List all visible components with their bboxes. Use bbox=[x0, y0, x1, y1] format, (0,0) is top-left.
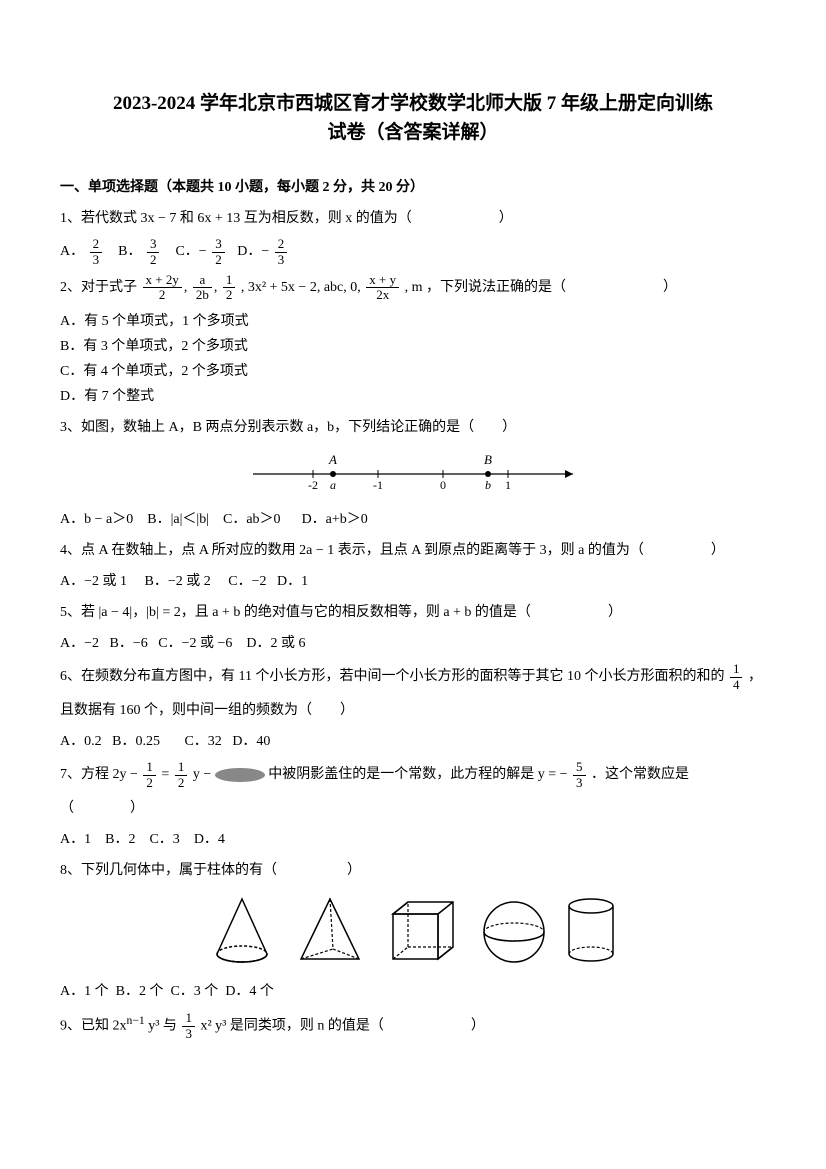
q2-mid: , 3x² + 5x − 2, abc, 0, bbox=[241, 280, 361, 295]
q2-optC: C．有 4 个单项式，2 个多项式 bbox=[60, 359, 766, 384]
q5-optA: A．−2 bbox=[60, 636, 99, 651]
svg-text:a: a bbox=[330, 478, 336, 492]
q4-optD: D．1 bbox=[277, 574, 308, 589]
q5-optC: C．−2 或 −6 bbox=[158, 636, 232, 651]
q3-optC: C．ab＞0 bbox=[223, 512, 281, 527]
q1-text-a: 1、若代数式 3x − 7 和 6x + 13 互为相反数，则 x 的值为（ bbox=[60, 211, 412, 226]
q3-optB: B．|a|＜|b| bbox=[147, 512, 209, 527]
q9-sup1: n−1 bbox=[127, 1014, 145, 1027]
blob-icon bbox=[215, 768, 265, 782]
q2-tail: , m bbox=[405, 280, 423, 295]
q4-text-b: ） bbox=[711, 543, 725, 558]
q5-optB: B．−6 bbox=[110, 636, 148, 651]
title-line1: 2023-2024 学年北京市西城区育才学校数学北师大版 7 年级上册定向训练 bbox=[60, 90, 766, 119]
question-6: 6、在频数分布直方图中，有 11 个小长方形，若中间一个小长方形的面积等于其它 … bbox=[60, 662, 766, 692]
q5-options: A．−2 B．−6 C．−2 或 −6 D．2 或 6 bbox=[60, 631, 766, 656]
q9-text-a: 9、已知 2x bbox=[60, 1018, 127, 1033]
svg-text:b: b bbox=[485, 478, 491, 492]
q6-optC: C．32 bbox=[184, 734, 221, 749]
q4-optC: C．−2 bbox=[228, 574, 266, 589]
q1-optA: A． bbox=[60, 244, 84, 259]
q7-text-f: （ ） bbox=[60, 796, 766, 821]
svg-text:0: 0 bbox=[440, 478, 446, 492]
q9-text-d: ） bbox=[471, 1018, 485, 1033]
q1-optC: C．− bbox=[175, 244, 206, 259]
q6-text-c: 且数据有 160 个，则中间一组的频数为（ ） bbox=[60, 698, 766, 723]
q2-optD: D．有 7 个整式 bbox=[60, 384, 766, 409]
q4-optA: A．−2 或 1 bbox=[60, 574, 127, 589]
q6-optD: D．40 bbox=[232, 734, 270, 749]
cone-icon bbox=[207, 894, 277, 969]
q6-optA: A．0.2 bbox=[60, 734, 102, 749]
q4-optB: B．−2 或 2 bbox=[145, 574, 211, 589]
q8-optD: D．4 个 bbox=[225, 984, 274, 999]
question-5: 5、若 |a − 4|，|b| = 2，且 a + b 的绝对值与它的相反数相等… bbox=[60, 600, 766, 625]
q2-optA: A．有 5 个单项式，1 个多项式 bbox=[60, 309, 766, 334]
q2-text-b: ，下列说法正确的是（ bbox=[426, 280, 566, 295]
q6-text-a: 6、在频数分布直方图中，有 11 个小长方形，若中间一个小长方形的面积等于其它 … bbox=[60, 669, 724, 684]
title-line2: 试卷（含答案详解） bbox=[60, 119, 766, 148]
q3-options: A．b − a＞0 B．|a|＜|b| C．ab＞0 D．a+b＞0 bbox=[60, 507, 766, 532]
question-2: 2、对于式子 x + 2y2, a2b, 12 , 3x² + 5x − 2, … bbox=[60, 273, 766, 303]
cube-icon bbox=[383, 894, 463, 969]
q7-text-c: y − bbox=[193, 767, 215, 782]
q5-text-b: ） bbox=[608, 605, 622, 620]
q9-text-c: x² y³ 是同类项，则 n 的值是（ bbox=[200, 1018, 383, 1033]
q2-text-c: ） bbox=[663, 280, 677, 295]
q7-text-e: ．这个常数应是 bbox=[591, 767, 689, 782]
q8-optC: C．3 个 bbox=[170, 984, 218, 999]
q2-optB: B．有 3 个单项式，2 个多项式 bbox=[60, 334, 766, 359]
q8-optA: A．1 个 bbox=[60, 984, 109, 999]
svg-text:1: 1 bbox=[505, 478, 511, 492]
q7-text-a: 7、方程 2y − bbox=[60, 767, 138, 782]
q7-optD: D．4 bbox=[194, 832, 225, 847]
q6-options: A．0.2 B．0.25 C．32 D．40 bbox=[60, 729, 766, 754]
q1-text-b: ） bbox=[499, 211, 513, 226]
cylinder-icon bbox=[564, 894, 619, 969]
sphere-icon bbox=[479, 894, 549, 969]
pyramid-icon bbox=[293, 894, 368, 969]
q7-optB: B．2 bbox=[105, 832, 135, 847]
svg-text:B: B bbox=[484, 452, 492, 467]
q7-optA: A．1 bbox=[60, 832, 91, 847]
question-1: 1、若代数式 3x − 7 和 6x + 13 互为相反数，则 x 的值为（ ） bbox=[60, 206, 766, 231]
question-9: 9、已知 2xn−1 y³ 与 13 x² y³ 是同类项，则 n 的值是（ ） bbox=[60, 1010, 766, 1041]
q6-text-b: ， bbox=[748, 669, 762, 684]
q3-optA: A．b − a＞0 bbox=[60, 512, 133, 527]
q1-optD: D．− bbox=[237, 244, 269, 259]
q7-options: A．1 B．2 C．3 D．4 bbox=[60, 827, 766, 852]
svg-text:-1: -1 bbox=[373, 478, 383, 492]
svg-text:A: A bbox=[328, 452, 337, 467]
question-7: 7、方程 2y − 12 = 12 y − 中被阴影盖住的是一个常数，此方程的解… bbox=[60, 760, 766, 790]
q1-options: A． 23 B． 32 C．− 32 D．− 23 bbox=[60, 237, 766, 267]
q4-options: A．−2 或 1 B．−2 或 2 C．−2 D．1 bbox=[60, 569, 766, 594]
q1-optB: B． bbox=[118, 244, 141, 259]
q5-text-a: 5、若 |a − 4|，|b| = 2，且 a + b 的绝对值与它的相反数相等… bbox=[60, 605, 531, 620]
q3-number-line: A B -2 a -1 0 b 1 bbox=[60, 449, 766, 499]
q8-shapes bbox=[60, 894, 766, 969]
q7-text-d: 中被阴影盖住的是一个常数，此方程的解是 y = − bbox=[268, 767, 567, 782]
q7-optC: C．3 bbox=[149, 832, 179, 847]
q9-text-b: y³ 与 bbox=[148, 1018, 177, 1033]
question-8: 8、下列几何体中，属于柱体的有（ ） bbox=[60, 858, 766, 883]
q8-options: A．1 个 B．2 个 C．3 个 D．4 个 bbox=[60, 979, 766, 1004]
q3-optD: D．a+b＞0 bbox=[302, 512, 368, 527]
q2-text-a: 2、对于式子 bbox=[60, 280, 137, 295]
q7-text-b: = bbox=[161, 767, 172, 782]
q6-optB: B．0.25 bbox=[112, 734, 160, 749]
q2-options: A．有 5 个单项式，1 个多项式 B．有 3 个单项式，2 个多项式 C．有 … bbox=[60, 309, 766, 410]
q8-optB: B．2 个 bbox=[116, 984, 164, 999]
question-3: 3、如图，数轴上 A，B 两点分别表示数 a，b，下列结论正确的是（ ） bbox=[60, 415, 766, 440]
q5-optD: D．2 或 6 bbox=[246, 636, 305, 651]
section1-header: 一、单项选择题（本题共 10 小题，每小题 2 分，共 20 分） bbox=[60, 175, 766, 200]
q4-text-a: 4、点 A 在数轴上，点 A 所对应的数用 2a − 1 表示，且点 A 到原点… bbox=[60, 543, 644, 558]
svg-text:-2: -2 bbox=[308, 478, 318, 492]
question-4: 4、点 A 在数轴上，点 A 所对应的数用 2a − 1 表示，且点 A 到原点… bbox=[60, 538, 766, 563]
